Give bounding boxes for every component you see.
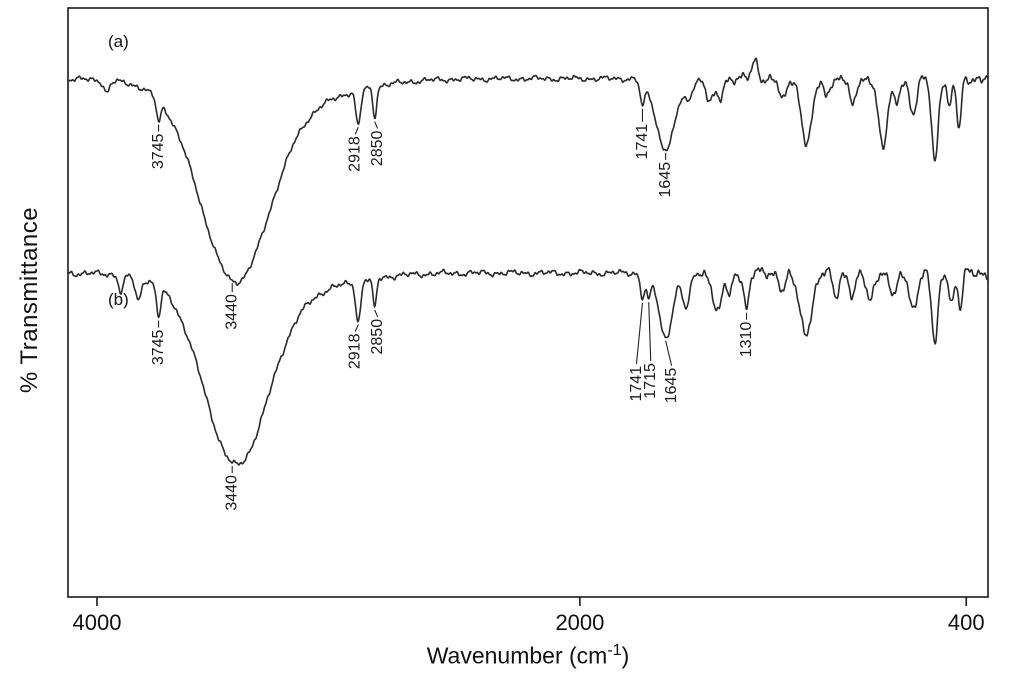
peak-leader-1741-b <box>635 302 644 364</box>
peak-leader-2850-b <box>374 309 379 318</box>
peak-leader-2850-a <box>374 121 379 129</box>
peak-label-1310-b: 1310 <box>738 322 755 358</box>
panel-label-b: (b) <box>108 290 129 309</box>
spectrum-curve-a <box>67 57 989 286</box>
peak-leader-2918-b <box>354 324 359 332</box>
peak-label-3745-b: 3745 <box>150 329 167 365</box>
peak-label-1645-a: 1645 <box>657 162 674 198</box>
peak-label-3745-a: 3745 <box>150 133 167 169</box>
plot-frame <box>67 7 989 598</box>
peak-label-3440-a: 3440 <box>224 294 241 330</box>
peak-leader-2918-a <box>354 127 359 135</box>
peak-label-1715-b: 1715 <box>642 363 659 399</box>
peak-label-3440-b: 3440 <box>224 475 241 511</box>
peak-leader-1645-b <box>665 340 673 366</box>
x-axis-title-sup: -1 <box>607 641 622 659</box>
x-tick-label-2000: 2000 <box>555 610 604 635</box>
peak-label-1741-b: 1741 <box>628 366 645 402</box>
panel-label-a: (a) <box>108 32 129 51</box>
x-axis-title-main: Wavenumber (cm <box>426 642 608 669</box>
y-axis-title: % Transmittance <box>16 206 43 394</box>
peak-label-1741-a: 1741 <box>634 124 651 160</box>
peak-label-1645-b: 1645 <box>663 368 680 404</box>
peak-leader-1715-b <box>648 302 652 362</box>
peak-label-2918-b: 2918 <box>347 333 364 369</box>
x-axis-title: Wavenumber (cm-1) <box>427 641 630 670</box>
x-tick-label-400: 400 <box>948 610 985 635</box>
x-tick-label-4000: 4000 <box>72 610 121 635</box>
peak-label-2850-a: 2850 <box>369 130 386 166</box>
spectrum-curve-b <box>67 266 989 466</box>
x-axis-title-close: ) <box>621 642 630 669</box>
peak-label-2918-a: 2918 <box>347 136 364 172</box>
peak-label-2850-b: 2850 <box>369 319 386 355</box>
